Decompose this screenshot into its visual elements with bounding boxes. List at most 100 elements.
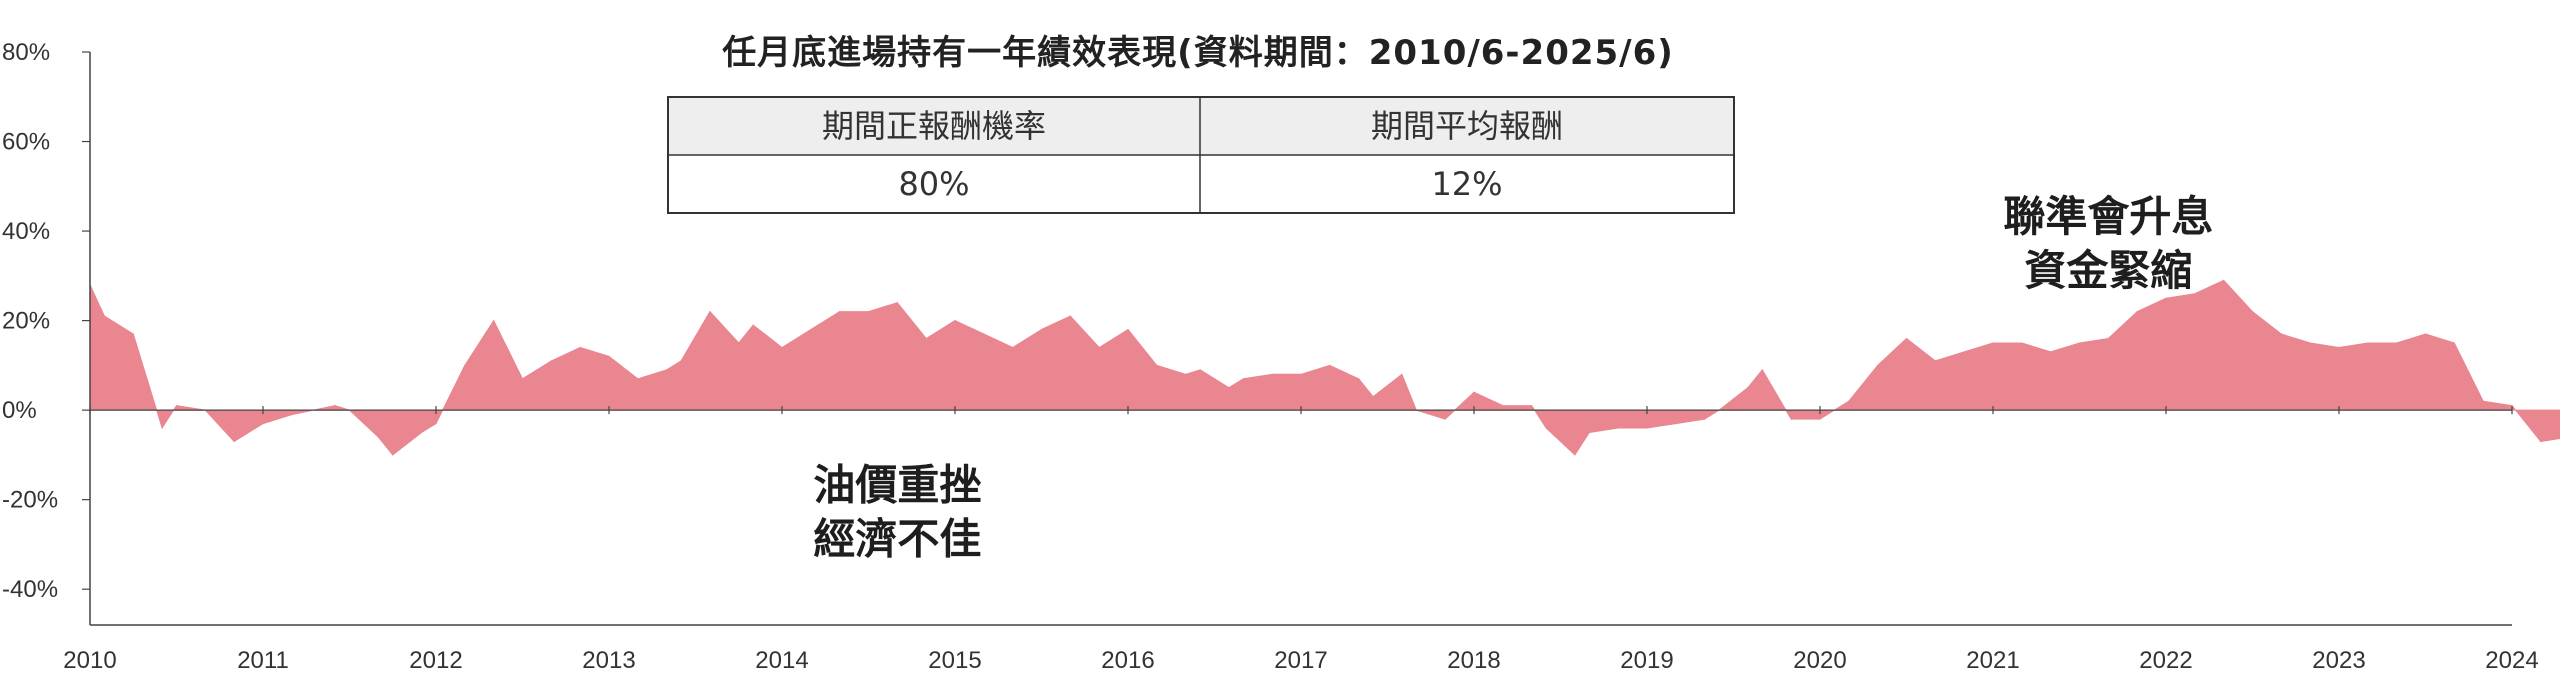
area-layer bbox=[89, 279, 2560, 456]
data-point bbox=[291, 414, 293, 416]
x-tick-label: 2020 bbox=[1793, 647, 1846, 674]
data-point bbox=[1040, 328, 1043, 331]
data-point bbox=[680, 360, 682, 362]
data-point bbox=[1271, 373, 1273, 375]
data-point bbox=[1877, 364, 1879, 366]
data-point bbox=[175, 405, 178, 407]
x-tick-label: 2017 bbox=[1274, 647, 1327, 674]
data-point bbox=[1675, 423, 1677, 425]
data-point bbox=[637, 378, 639, 380]
y-tick-label: 0% bbox=[2, 397, 37, 424]
data-point bbox=[1761, 369, 1763, 371]
data-point bbox=[103, 315, 105, 317]
data-point bbox=[233, 440, 235, 443]
x-tick-label: 2015 bbox=[928, 647, 981, 674]
x-tick-label: 2023 bbox=[2312, 647, 2365, 674]
data-point bbox=[839, 311, 841, 313]
data-point bbox=[1790, 418, 1792, 420]
table-header-cell: 期間正報酬機率 bbox=[822, 107, 1046, 145]
data-point bbox=[1704, 418, 1706, 420]
y-tick-label: 20% bbox=[2, 308, 50, 335]
data-point bbox=[2511, 405, 2513, 407]
y-tick-label: -20% bbox=[2, 487, 58, 514]
table-header-bg bbox=[668, 97, 1734, 155]
data-point bbox=[132, 333, 134, 335]
data-point bbox=[1185, 373, 1187, 375]
data-point bbox=[1588, 431, 1590, 434]
x-tick-label: 2011 bbox=[237, 647, 289, 674]
data-point bbox=[1934, 360, 1936, 362]
data-point bbox=[2424, 333, 2427, 335]
data-point bbox=[1747, 387, 1749, 389]
data-point bbox=[2540, 440, 2542, 443]
data-point bbox=[493, 320, 495, 322]
data-point bbox=[161, 427, 163, 429]
x-tick-label: 2018 bbox=[1447, 647, 1500, 674]
data-point bbox=[781, 346, 783, 349]
data-point bbox=[392, 454, 394, 456]
data-point bbox=[1819, 418, 1821, 420]
annotation-text: 資金緊縮 bbox=[2024, 246, 2192, 295]
data-point bbox=[1127, 328, 1129, 331]
data-point bbox=[954, 320, 956, 322]
annotation-text: 聯準會升息 bbox=[2003, 192, 2213, 241]
data-point bbox=[1963, 351, 1965, 353]
data-point bbox=[1069, 315, 1071, 317]
data-point bbox=[1358, 378, 1360, 380]
data-point bbox=[2021, 342, 2023, 344]
data-point bbox=[896, 302, 898, 304]
data-point bbox=[666, 369, 668, 371]
data-point bbox=[1300, 373, 1302, 375]
annotation-text: 油價重挫 bbox=[813, 461, 981, 510]
x-tick-label: 2012 bbox=[409, 647, 462, 674]
data-point bbox=[1502, 405, 1504, 407]
data-point bbox=[2396, 342, 2398, 344]
y-tick-label: 60% bbox=[2, 129, 50, 156]
data-point bbox=[1531, 405, 1533, 407]
data-point bbox=[464, 364, 466, 366]
data-point bbox=[1156, 364, 1158, 366]
data-point bbox=[2165, 297, 2167, 299]
table-body-bg bbox=[668, 155, 1734, 213]
data-point bbox=[2078, 342, 2081, 344]
data-point bbox=[1012, 346, 1014, 349]
x-tick-label: 2021 bbox=[1966, 647, 2019, 674]
x-tick-label: 2016 bbox=[1101, 647, 1154, 674]
data-point bbox=[1228, 387, 1230, 389]
annotation-text: 經濟不佳 bbox=[813, 515, 981, 564]
data-point bbox=[1372, 396, 1374, 398]
data-point bbox=[738, 342, 740, 344]
y-tick-label: 80% bbox=[2, 39, 50, 66]
y-tick-labels: 80% 60% 40% 20% 0% -20% -40% bbox=[2, 39, 90, 603]
data-point bbox=[1992, 342, 1994, 344]
data-point bbox=[377, 436, 379, 438]
x-tick-label: 2019 bbox=[1620, 647, 1673, 674]
data-point bbox=[2482, 400, 2484, 402]
x-tick-label: 2013 bbox=[582, 647, 635, 674]
data-point bbox=[2050, 351, 2052, 353]
data-point bbox=[421, 431, 423, 434]
x-tick-label: 2024 bbox=[2485, 647, 2538, 674]
y-tick-label: -40% bbox=[2, 576, 58, 603]
data-point bbox=[2194, 293, 2196, 295]
table-value-cell: 80% bbox=[898, 165, 969, 203]
data-point bbox=[983, 333, 985, 335]
data-point bbox=[2453, 342, 2455, 344]
data-point bbox=[579, 346, 581, 349]
data-point bbox=[2338, 346, 2340, 349]
data-point bbox=[709, 311, 711, 313]
table-value-cell: 12% bbox=[1431, 165, 1502, 203]
data-point bbox=[2280, 333, 2282, 335]
x-tick-labels: 2010 2011 2012 2013 2014 2015 2016 2017 2018 2019… bbox=[63, 406, 2539, 674]
chart-title: 任月底進場持有一年績效表現(資料期間：2010/6-2025/6) bbox=[722, 33, 1674, 73]
x-tick-label: 2010 bbox=[63, 647, 116, 674]
data-point bbox=[1905, 337, 1908, 340]
data-point bbox=[1329, 364, 1331, 366]
data-point bbox=[1545, 427, 1547, 429]
data-point bbox=[752, 324, 754, 326]
data-point bbox=[1617, 427, 1619, 429]
data-point bbox=[867, 311, 870, 313]
series-area bbox=[89, 279, 2560, 456]
